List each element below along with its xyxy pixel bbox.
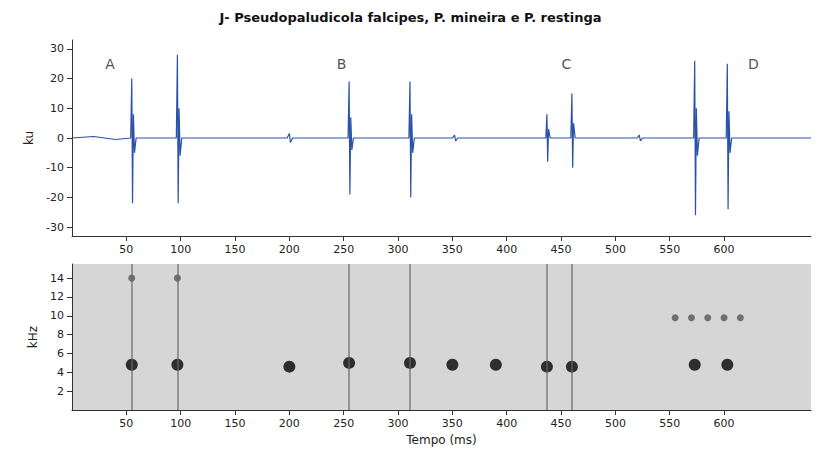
svg-text:550: 550 (659, 417, 680, 430)
svg-text:kHz: kHz (26, 326, 40, 348)
svg-text:-20: -20 (46, 191, 64, 204)
svg-text:550: 550 (659, 243, 680, 256)
svg-text:350: 350 (442, 243, 463, 256)
svg-text:30: 30 (50, 42, 64, 55)
svg-text:150: 150 (225, 243, 246, 256)
svg-text:400: 400 (496, 417, 517, 430)
svg-text:A: A (105, 56, 115, 72)
svg-text:8: 8 (57, 328, 64, 341)
svg-text:300: 300 (388, 417, 409, 430)
svg-text:-10: -10 (46, 161, 64, 174)
svg-text:200: 200 (279, 243, 300, 256)
svg-text:450: 450 (551, 417, 572, 430)
svg-text:600: 600 (714, 417, 735, 430)
svg-text:B: B (337, 56, 347, 72)
svg-text:20: 20 (50, 72, 64, 85)
svg-text:300: 300 (388, 243, 409, 256)
svg-text:50: 50 (119, 417, 133, 430)
svg-text:Tempo (ms): Tempo (ms) (405, 433, 476, 447)
svg-text:500: 500 (605, 243, 626, 256)
svg-text:0: 0 (57, 132, 64, 145)
svg-text:4: 4 (57, 366, 64, 379)
svg-text:600: 600 (714, 243, 735, 256)
svg-text:14: 14 (50, 272, 64, 285)
svg-text:350: 350 (442, 417, 463, 430)
svg-text:J- Pseudopaludicola falcipes,: J- Pseudopaludicola falcipes, P. mineira… (218, 10, 601, 25)
svg-text:500: 500 (605, 417, 626, 430)
svg-text:250: 250 (333, 243, 354, 256)
svg-text:D: D (748, 56, 759, 72)
svg-text:250: 250 (333, 417, 354, 430)
svg-text:100: 100 (170, 417, 191, 430)
svg-text:150: 150 (225, 417, 246, 430)
svg-text:6: 6 (57, 347, 64, 360)
svg-text:100: 100 (170, 243, 191, 256)
svg-text:-30: -30 (46, 221, 64, 234)
svg-text:400: 400 (496, 243, 517, 256)
svg-text:2: 2 (57, 385, 64, 398)
svg-text:50: 50 (119, 243, 133, 256)
svg-text:C: C (562, 56, 572, 72)
svg-text:12: 12 (50, 290, 64, 303)
svg-text:ku: ku (22, 131, 36, 145)
svg-text:10: 10 (50, 102, 64, 115)
svg-text:10: 10 (50, 309, 64, 322)
svg-text:450: 450 (551, 243, 572, 256)
svg-text:200: 200 (279, 417, 300, 430)
